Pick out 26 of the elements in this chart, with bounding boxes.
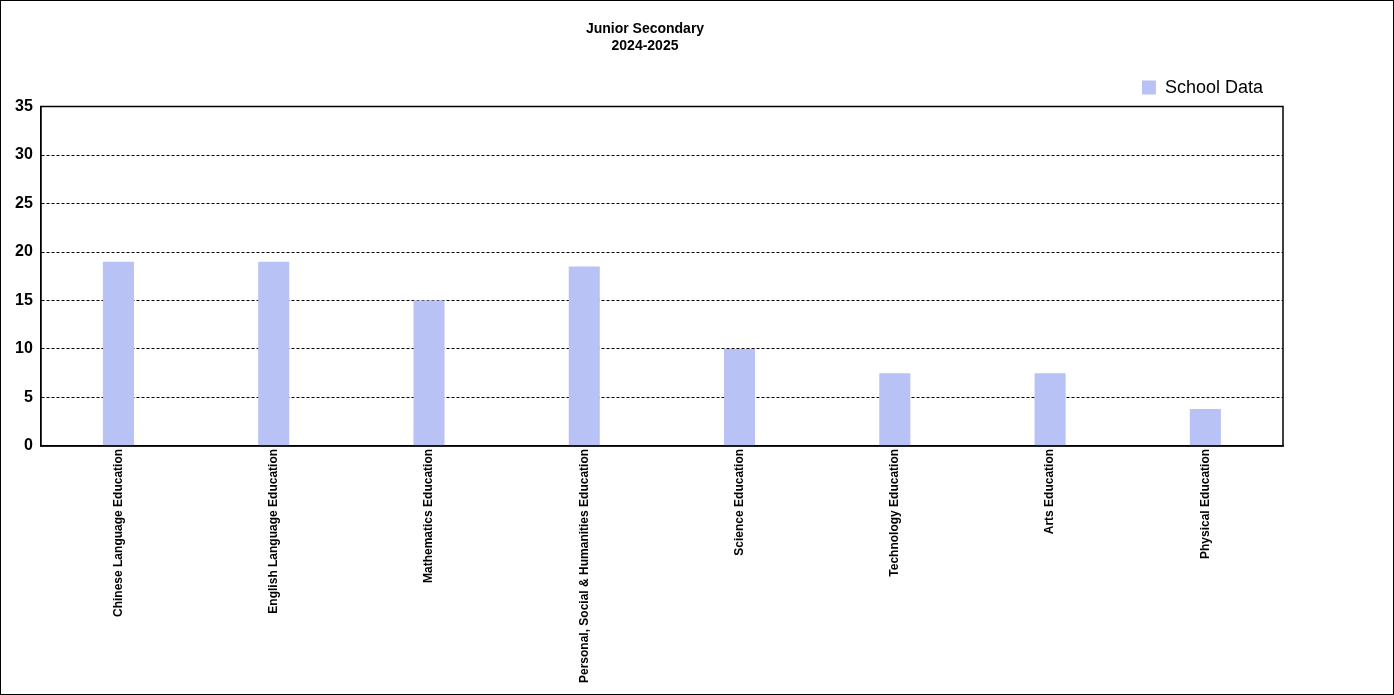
x-tick-label: Arts Education (1042, 448, 1057, 535)
x-tick-label: Science Education (731, 448, 746, 556)
x-tick-label: Mathematics Education (421, 448, 436, 583)
y-tick-label: 5 (23, 387, 33, 405)
bar (879, 373, 911, 446)
chart-title: Junior Secondary 2024-2025 (585, 20, 705, 54)
x-tick-label: Personal, Social & Humanities Education (576, 448, 591, 683)
bar (1189, 409, 1221, 446)
x-tick-label: English Language Education (266, 448, 281, 614)
bar (1034, 373, 1066, 446)
y-tick-label: 15 (15, 290, 33, 308)
legend-label: School Data (1164, 76, 1264, 97)
y-tick-label: 0 (23, 436, 33, 454)
bar (724, 348, 756, 446)
bar (258, 261, 290, 446)
bar (102, 261, 134, 446)
x-tick-label: Physical Education (1197, 448, 1212, 559)
y-tick-label: 10 (15, 339, 33, 357)
x-tick-label: Chinese Language Education (110, 448, 125, 617)
y-tick-label: 30 (15, 145, 33, 163)
y-tick-label: 20 (15, 242, 33, 260)
bar (413, 300, 445, 446)
y-tick-label: 25 (15, 193, 33, 211)
x-tick-label: Technology Education (887, 448, 902, 577)
bar (568, 266, 600, 446)
y-tick-label: 35 (15, 97, 33, 115)
